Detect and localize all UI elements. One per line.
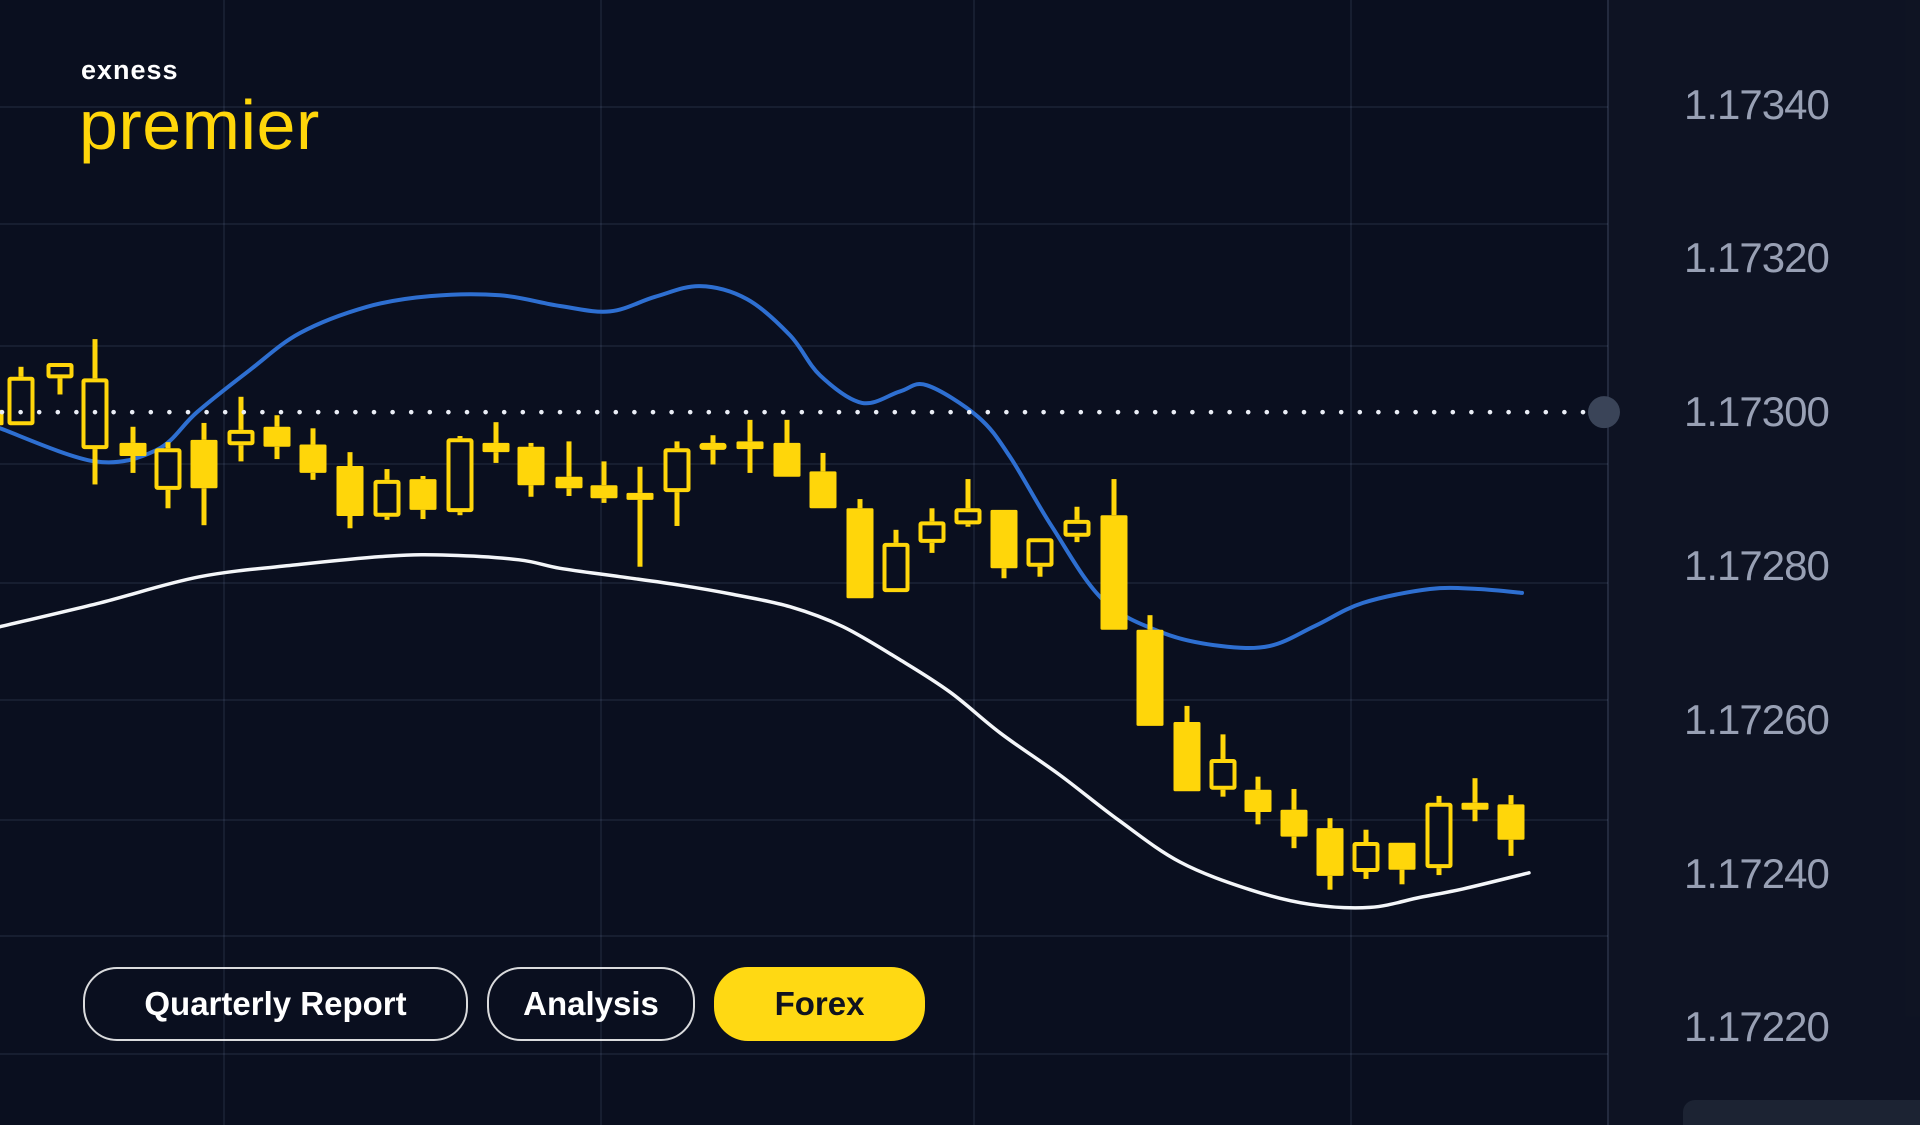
- bottom-right-panel: [1683, 1100, 1920, 1125]
- candle: [517, 442, 545, 497]
- candle: [1244, 776, 1272, 825]
- candle: [555, 441, 583, 496]
- candle: [699, 435, 727, 465]
- candle: [1461, 778, 1489, 822]
- candle: [154, 442, 182, 509]
- candle: [1425, 795, 1453, 876]
- tab-bar: Quarterly Report Analysis Forex: [83, 967, 925, 1041]
- chart-grid: [0, 0, 1609, 1125]
- brand-company: exness: [81, 55, 179, 85]
- candle: [1063, 506, 1091, 543]
- candle: [954, 479, 982, 527]
- candle: [336, 452, 364, 529]
- candle: [227, 396, 255, 462]
- candle: [1026, 538, 1054, 577]
- candle: [1352, 829, 1380, 879]
- candle: [119, 426, 147, 473]
- candle: [373, 469, 401, 520]
- ma-blue-line: [0, 284, 1524, 650]
- candle: [482, 422, 510, 463]
- candle: [299, 428, 327, 480]
- candle: [46, 362, 74, 395]
- candle: [1136, 615, 1164, 726]
- candle: [446, 436, 474, 516]
- candle: [1280, 788, 1308, 849]
- candle: [590, 461, 618, 503]
- candle: [1388, 842, 1416, 885]
- candle: [663, 441, 691, 526]
- candle: [809, 452, 837, 509]
- tab-quarterly-report[interactable]: Quarterly Report: [83, 967, 468, 1041]
- candle: [1316, 818, 1344, 890]
- candle: [773, 419, 801, 477]
- candle: [190, 422, 218, 526]
- candle: [882, 529, 910, 593]
- candle: [263, 415, 291, 460]
- tab-analysis[interactable]: Analysis: [487, 967, 695, 1041]
- candle: [990, 509, 1018, 579]
- reference-dotted-line: [0, 409, 1586, 415]
- candle: [736, 419, 764, 473]
- candles-group: [0, 339, 1525, 890]
- candle: [1209, 734, 1237, 797]
- candle: [1100, 479, 1128, 630]
- candle: [1173, 705, 1201, 792]
- tab-forex[interactable]: Forex: [714, 967, 925, 1041]
- ma-white-line: [0, 553, 1531, 910]
- candle: [918, 508, 946, 553]
- candle: [626, 466, 654, 567]
- price-marker-dot: [1588, 396, 1620, 429]
- candle: [846, 499, 874, 599]
- brand-logo: exness premier: [79, 55, 320, 164]
- candle: [7, 366, 35, 426]
- candle: [1497, 795, 1525, 856]
- candle: [409, 475, 437, 520]
- brand-product: premier: [79, 86, 320, 164]
